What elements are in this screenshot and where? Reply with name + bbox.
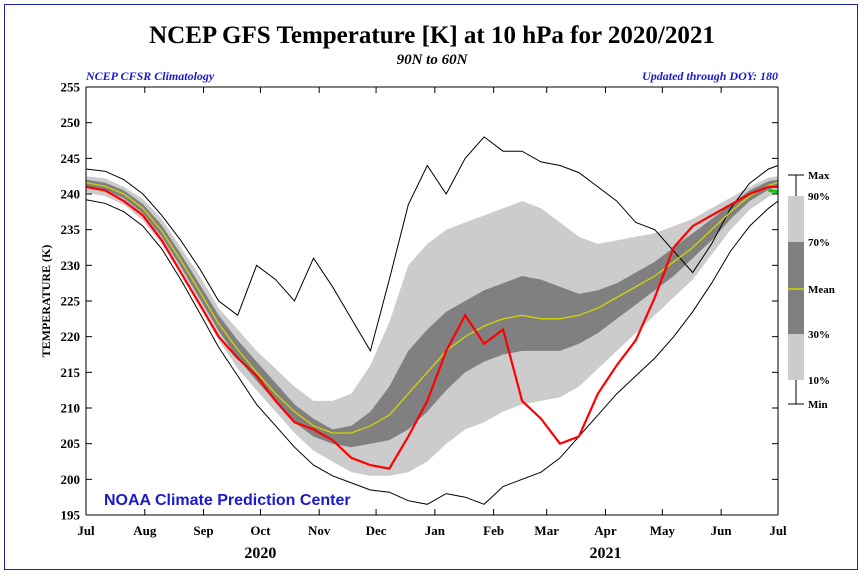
y-tick-label: 240 [61,187,81,202]
x-tick-label: Jul [77,523,95,538]
x-tick-label: Sep [193,523,213,538]
chart-title: NCEP GFS Temperature [K] at 10 hPa for 2… [149,22,715,49]
y-tick-label: 215 [61,365,81,380]
y-tick-label: 210 [61,401,81,416]
observed-2021-latest-line [768,188,779,194]
legend-upper-light-band [788,196,804,242]
y-tick-label: 220 [61,329,81,344]
legend-label: Mean [808,284,835,296]
legend-dark-band [788,242,804,334]
y-tick-label: 205 [61,436,81,451]
updated-note: Updated through DOY: 180 [642,69,778,83]
y-tick-label: 235 [61,222,81,237]
year-label: 2020 [244,545,276,562]
x-tick-label: Jan [425,523,446,538]
x-tick-label: Jul [769,523,787,538]
x-tick-label: Apr [594,523,617,538]
legend-label: 90% [808,191,830,203]
x-tick-label: Dec [366,523,387,538]
legend-lower-light-band [788,334,804,380]
observed-2020-2021-line [85,185,778,470]
figure-frame [4,4,858,570]
min-line [85,199,779,505]
x-tick-label: Feb [483,523,504,538]
legend-label: 70% [808,237,830,249]
y-tick-label: 195 [61,508,81,523]
y-tick-label: 255 [61,80,81,95]
credit-label: NOAA Climate Prediction Center [104,492,351,509]
legend-label: 30% [808,329,830,341]
legend-label: Max [808,170,830,182]
x-tick-label: Oct [250,523,271,538]
y-tick-label: 230 [61,258,81,273]
x-tick-label: Aug [133,523,157,538]
y-tick-label: 225 [61,294,81,309]
y-tick-label: 250 [61,115,81,130]
year-label: 2021 [589,545,621,562]
y-tick-label: 200 [61,472,81,487]
x-tick-label: Jun [711,523,733,538]
max-line [85,136,779,353]
y-axis-label: TEMPERATURE (K) [39,245,53,358]
legend-label: 10% [808,375,830,387]
y-tick-label: 245 [61,151,81,166]
x-tick-label: May [650,523,676,538]
x-tick-label: Mar [534,523,559,538]
x-tick-label: Nov [308,523,331,538]
chart-subtitle: 90N to 60N [396,52,468,68]
mean-line [85,181,779,434]
climatology-note: NCEP CFSR Climatology [86,69,215,83]
legend-label: Min [808,399,828,411]
